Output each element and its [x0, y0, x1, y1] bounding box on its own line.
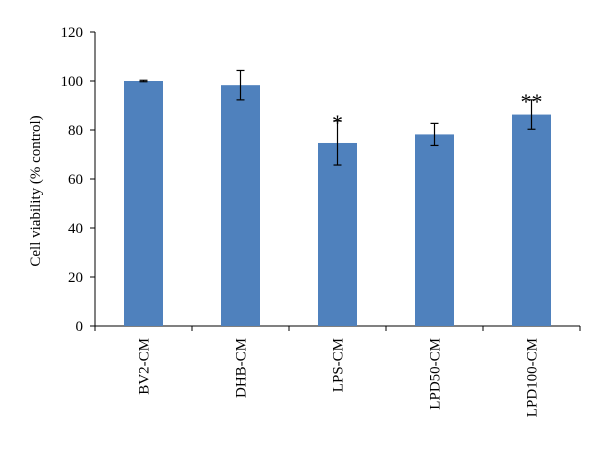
- bar: [124, 81, 163, 326]
- y-tick-label: 120: [61, 25, 84, 41]
- axes: [90, 31, 581, 331]
- x-tick-label: DHB-CM: [234, 338, 250, 398]
- y-tick-label: 0: [76, 319, 84, 335]
- bar: [318, 142, 357, 326]
- y-axis-label: Cell viability (% control): [28, 115, 44, 266]
- x-tick-label: LPD100-CM: [525, 338, 541, 417]
- significance-marker: **: [521, 89, 543, 114]
- y-tick-label: 80: [68, 123, 83, 139]
- bar: [415, 134, 454, 326]
- error-bars: [139, 69, 536, 166]
- bar: [512, 114, 551, 326]
- x-tick-label: LPS-CM: [331, 338, 347, 392]
- bar: [221, 85, 260, 326]
- y-tick-label: 20: [68, 270, 83, 286]
- labels: 0 20 40 60 80 100 120 BV2-CM DHB-CM * LPS-CM LPD50-…: [61, 25, 543, 417]
- y-tick-label: 100: [61, 74, 84, 90]
- y-tick-label: 40: [68, 221, 83, 237]
- y-tick-label: 60: [68, 172, 83, 188]
- significance-marker: *: [332, 110, 343, 135]
- bars: [124, 81, 551, 326]
- x-tick-label: LPD50-CM: [428, 338, 444, 410]
- x-tick-label: BV2-CM: [137, 338, 153, 395]
